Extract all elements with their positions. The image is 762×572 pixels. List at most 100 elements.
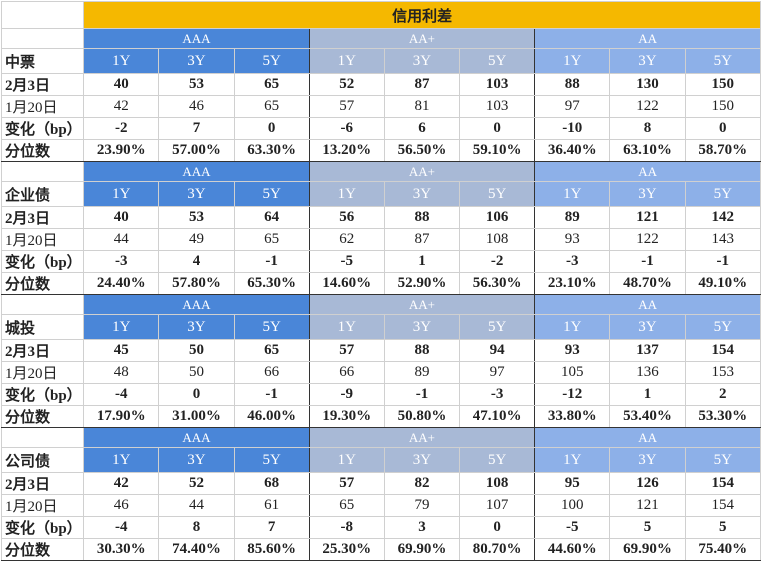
cell: 53	[158, 73, 235, 96]
cell: 47.10%	[459, 405, 536, 428]
cell: 154	[684, 472, 762, 495]
cell: -2	[83, 117, 160, 140]
tenor: 1Y	[534, 447, 611, 473]
cell: -2	[459, 250, 536, 273]
tenor: 1Y	[83, 48, 160, 74]
tenor: 5Y	[684, 181, 762, 207]
cell: -3	[83, 250, 160, 273]
cell: 74.40%	[158, 538, 235, 561]
blank	[0, 28, 85, 49]
row-label: 2月3日	[0, 339, 85, 362]
cell: 143	[684, 228, 762, 251]
tenor-row: 中票 1Y 3Y 5Y 1Y 3Y 5Y 1Y 3Y 5Y	[0, 48, 762, 74]
cell: 87	[383, 228, 461, 251]
cell: 65	[308, 494, 385, 517]
rating-group: AA	[534, 294, 761, 315]
data-row: 1月20日 46 44 61 65 79 107 100 121 154	[0, 494, 762, 517]
cell: 23.90%	[83, 139, 160, 162]
blank	[0, 1, 85, 29]
cell: 57	[308, 339, 385, 362]
cell: -3	[534, 250, 611, 273]
cell: 95	[534, 472, 611, 495]
cell: 65	[233, 73, 310, 96]
title: 信用利差	[83, 1, 761, 29]
cell: 65	[233, 228, 310, 251]
cell: 52	[158, 472, 235, 495]
cell: 85.60%	[233, 538, 310, 561]
data-row: 2月3日 45 50 65 57 88 94 93 137 154	[0, 339, 762, 362]
cell: 8	[158, 516, 235, 539]
cell: 52	[308, 73, 385, 96]
cell: 45	[83, 339, 160, 362]
cell: 59.10%	[459, 139, 536, 162]
cell: 8	[609, 117, 686, 140]
cell: 1	[609, 383, 686, 406]
tenor: 1Y	[534, 181, 611, 207]
row-label: 分位数	[0, 405, 85, 428]
cell: 88	[383, 339, 461, 362]
cell: -9	[308, 383, 385, 406]
tenor: 5Y	[459, 314, 536, 340]
row-label: 2月3日	[0, 73, 85, 96]
cell: 56.50%	[383, 139, 461, 162]
rating-group: AA	[534, 427, 761, 448]
cell: -4	[83, 516, 160, 539]
data-row: 分位数 23.90% 57.00% 63.30% 13.20% 56.50% 59.10% 3…	[0, 139, 762, 162]
rating-group: AA+	[308, 294, 536, 315]
tenor: 3Y	[383, 447, 461, 473]
cell: 0	[459, 117, 536, 140]
cell: 1	[383, 250, 461, 273]
cell: 44	[83, 228, 160, 251]
cell: 122	[609, 228, 686, 251]
cell: 93	[534, 228, 611, 251]
cell: 53.40%	[609, 405, 686, 428]
cell: -1	[233, 383, 310, 406]
cell: 130	[609, 73, 686, 96]
row-label: 分位数	[0, 538, 85, 561]
cell: 57	[308, 95, 385, 118]
tenor: 3Y	[609, 314, 686, 340]
rating-group: AA	[534, 161, 761, 182]
group-row: AAA AA+ AA	[0, 28, 761, 49]
section-name: 企业债	[0, 181, 85, 207]
cell: 0	[158, 383, 235, 406]
data-row: 分位数 30.30% 74.40% 85.60% 25.30% 69.90% 80.70% 4…	[0, 538, 762, 561]
cell: 97	[534, 95, 611, 118]
cell: 126	[609, 472, 686, 495]
blank	[0, 161, 85, 182]
row-label: 1月20日	[0, 95, 85, 118]
cell: 63.10%	[609, 139, 686, 162]
tenor: 1Y	[83, 181, 160, 207]
cell: 136	[609, 361, 686, 384]
row-label: 分位数	[0, 139, 85, 162]
cell: 40	[83, 73, 160, 96]
data-row: 1月20日 44 49 65 62 87 108 93 122 143	[0, 228, 762, 251]
cell: -1	[609, 250, 686, 273]
cell: 66	[233, 361, 310, 384]
data-row: 2月3日 40 53 65 52 87 103 88 130 150	[0, 73, 762, 96]
cell: 6	[383, 117, 461, 140]
cell: 57.00%	[158, 139, 235, 162]
cell: 81	[383, 95, 461, 118]
tenor: 1Y	[83, 447, 160, 473]
tenor: 5Y	[233, 447, 310, 473]
tenor: 1Y	[83, 314, 160, 340]
cell: 108	[459, 472, 536, 495]
row-label: 1月20日	[0, 361, 85, 384]
cell: 50	[158, 361, 235, 384]
tenor: 1Y	[308, 181, 385, 207]
data-row: 变化（bp） -4 8 7 -8 3 0 -5 5 5	[0, 516, 762, 539]
cell: 88	[383, 206, 461, 229]
data-row: 分位数 17.90% 31.00% 46.00% 19.30% 50.80% 47.10% 3…	[0, 405, 762, 428]
cell: 87	[383, 73, 461, 96]
cell: -10	[534, 117, 611, 140]
tenor: 5Y	[459, 447, 536, 473]
cell: 19.30%	[308, 405, 385, 428]
cell: 46	[83, 494, 160, 517]
rating-group: AA	[534, 28, 761, 49]
cell: 56.30%	[459, 272, 536, 295]
cell: 121	[609, 494, 686, 517]
cell: 49.10%	[684, 272, 762, 295]
rating-group: AA+	[308, 161, 536, 182]
